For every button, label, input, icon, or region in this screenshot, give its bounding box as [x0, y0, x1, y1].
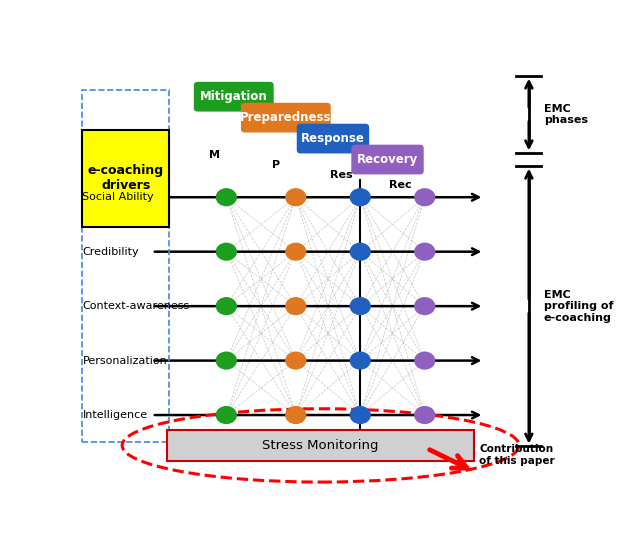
Text: e-coaching
drivers: e-coaching drivers	[88, 164, 164, 193]
Circle shape	[286, 407, 306, 423]
Circle shape	[350, 243, 370, 260]
Text: Res: Res	[330, 170, 353, 180]
Circle shape	[216, 407, 236, 423]
Text: EMC
profiling of
e-coaching: EMC profiling of e-coaching	[544, 289, 613, 323]
Text: Response: Response	[301, 132, 365, 145]
Bar	[83, 90, 169, 442]
Circle shape	[350, 407, 370, 423]
Circle shape	[286, 189, 306, 206]
Circle shape	[216, 189, 236, 206]
FancyBboxPatch shape	[351, 145, 424, 175]
Circle shape	[350, 298, 370, 314]
Text: Recovery: Recovery	[357, 153, 418, 166]
Circle shape	[415, 243, 435, 260]
Circle shape	[415, 407, 435, 423]
Circle shape	[286, 243, 306, 260]
Text: P: P	[272, 160, 280, 170]
FancyBboxPatch shape	[297, 123, 369, 153]
Circle shape	[216, 298, 236, 314]
Text: Preparedness: Preparedness	[240, 111, 332, 124]
Text: Rec: Rec	[388, 180, 412, 190]
Text: Credibility: Credibility	[83, 246, 139, 257]
Text: Context-awareness: Context-awareness	[83, 301, 189, 311]
Circle shape	[286, 298, 306, 314]
Text: Stress Monitoring: Stress Monitoring	[262, 439, 379, 452]
Text: Intelligence: Intelligence	[83, 410, 148, 420]
Text: Mitigation: Mitigation	[200, 90, 268, 103]
Text: M: M	[209, 150, 220, 160]
FancyBboxPatch shape	[241, 103, 331, 133]
Text: EMC
phases: EMC phases	[544, 104, 588, 125]
Circle shape	[286, 352, 306, 369]
Text: Personalization: Personalization	[83, 356, 167, 366]
Circle shape	[216, 243, 236, 260]
Circle shape	[350, 189, 370, 206]
Circle shape	[350, 352, 370, 369]
FancyBboxPatch shape	[194, 82, 274, 112]
FancyBboxPatch shape	[83, 130, 169, 226]
FancyBboxPatch shape	[167, 430, 474, 461]
Text: Contribution
of this paper: Contribution of this paper	[479, 444, 555, 466]
Circle shape	[415, 189, 435, 206]
Circle shape	[415, 352, 435, 369]
Circle shape	[216, 352, 236, 369]
Text: Social Ability: Social Ability	[83, 192, 154, 202]
Circle shape	[415, 298, 435, 314]
